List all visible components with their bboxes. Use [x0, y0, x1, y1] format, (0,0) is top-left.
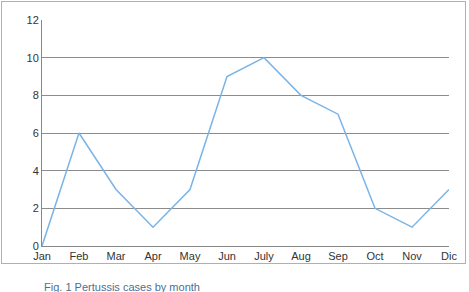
svg-text:Feb: Feb	[70, 250, 89, 262]
svg-text:10: 10	[27, 52, 39, 64]
svg-text:Fig. 1 Pertussis cases by mont: Fig. 1 Pertussis cases by month	[44, 281, 200, 292]
svg-text:Jan: Jan	[33, 250, 51, 262]
svg-text:2: 2	[33, 202, 39, 214]
svg-text:Apr: Apr	[144, 250, 161, 262]
svg-text:Jun: Jun	[218, 250, 236, 262]
svg-text:12: 12	[27, 14, 39, 26]
svg-text:8: 8	[33, 89, 39, 101]
svg-text:6: 6	[33, 127, 39, 139]
svg-text:Nov: Nov	[402, 250, 422, 262]
svg-text:Oct: Oct	[366, 250, 383, 262]
svg-text:4: 4	[33, 165, 39, 177]
svg-text:Aug: Aug	[291, 250, 311, 262]
svg-text:May: May	[180, 250, 201, 262]
svg-text:Dic: Dic	[441, 250, 457, 262]
svg-text:Mar: Mar	[107, 250, 126, 262]
svg-text:Sep: Sep	[328, 250, 348, 262]
svg-text:0: 0	[33, 240, 39, 252]
svg-text:July: July	[254, 250, 274, 262]
